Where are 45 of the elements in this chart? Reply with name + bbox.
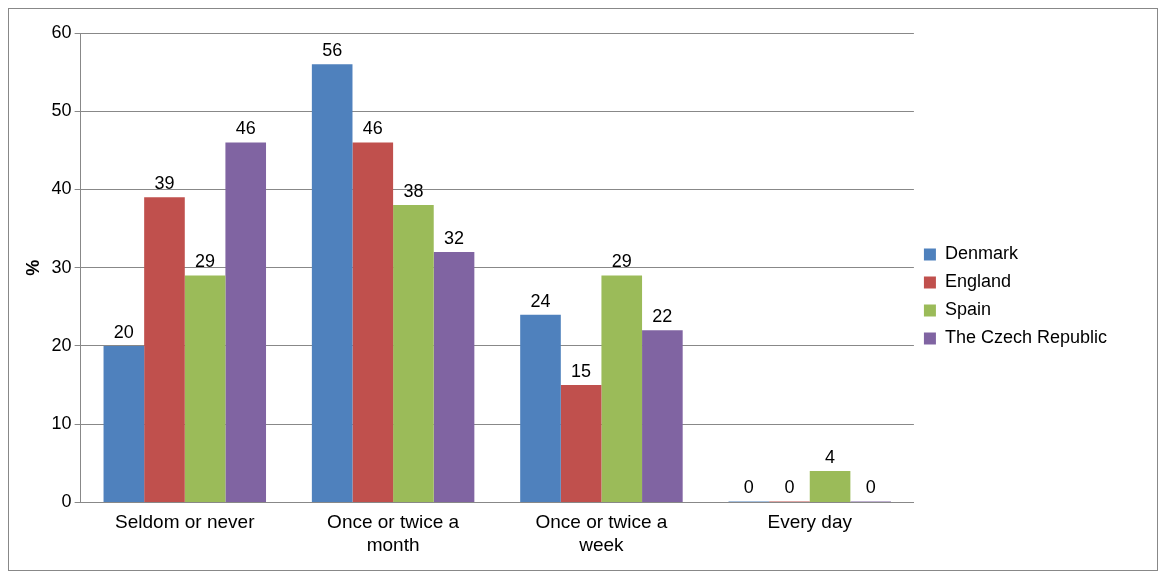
y-tick-label: 20 [51, 334, 72, 355]
bar [225, 142, 267, 502]
data-label: 0 [865, 477, 876, 498]
bar [560, 385, 602, 502]
data-label: 39 [154, 173, 175, 194]
data-label: 46 [362, 118, 383, 139]
legend-label: Spain [944, 299, 991, 320]
bar [393, 205, 434, 502]
y-tick-label: 60 [51, 21, 72, 42]
data-label: 4 [825, 447, 836, 468]
bar [601, 275, 643, 502]
x-tick-label: Seldom or never [115, 511, 256, 533]
bar [311, 64, 353, 502]
y-tick-label: 30 [51, 256, 72, 277]
bar [809, 471, 851, 502]
legend-label: The Czech Republic [944, 327, 1108, 348]
data-label: 24 [530, 290, 551, 311]
y-tick-label: 50 [51, 100, 72, 121]
data-label: 22 [652, 306, 673, 327]
data-label: 20 [113, 321, 134, 342]
bar [352, 142, 394, 502]
data-label: 56 [322, 40, 343, 61]
legend-label: England [944, 271, 1011, 292]
bar [103, 345, 145, 502]
bar [184, 275, 226, 502]
data-label: 0 [743, 477, 754, 498]
data-label: 38 [403, 181, 424, 202]
data-label: 46 [235, 118, 256, 139]
y-tick-label: 40 [51, 178, 72, 199]
data-label: 29 [195, 251, 216, 272]
bar [144, 197, 185, 502]
data-label: 32 [444, 228, 465, 249]
y-axis-title: % [22, 259, 43, 276]
x-tick-label: Every day [767, 511, 853, 533]
data-label: 29 [611, 251, 632, 272]
x-tick-label: Once or twice a week [535, 511, 668, 555]
y-tick-label: 0 [61, 491, 72, 512]
bar [642, 330, 683, 502]
bar [433, 252, 475, 502]
x-tick-label: Once or twice a month [327, 511, 460, 555]
legend-label: Denmark [944, 243, 1019, 264]
bar [520, 314, 561, 502]
data-label: 15 [571, 361, 592, 382]
y-tick-label: 10 [51, 413, 72, 434]
data-label: 0 [784, 477, 795, 498]
